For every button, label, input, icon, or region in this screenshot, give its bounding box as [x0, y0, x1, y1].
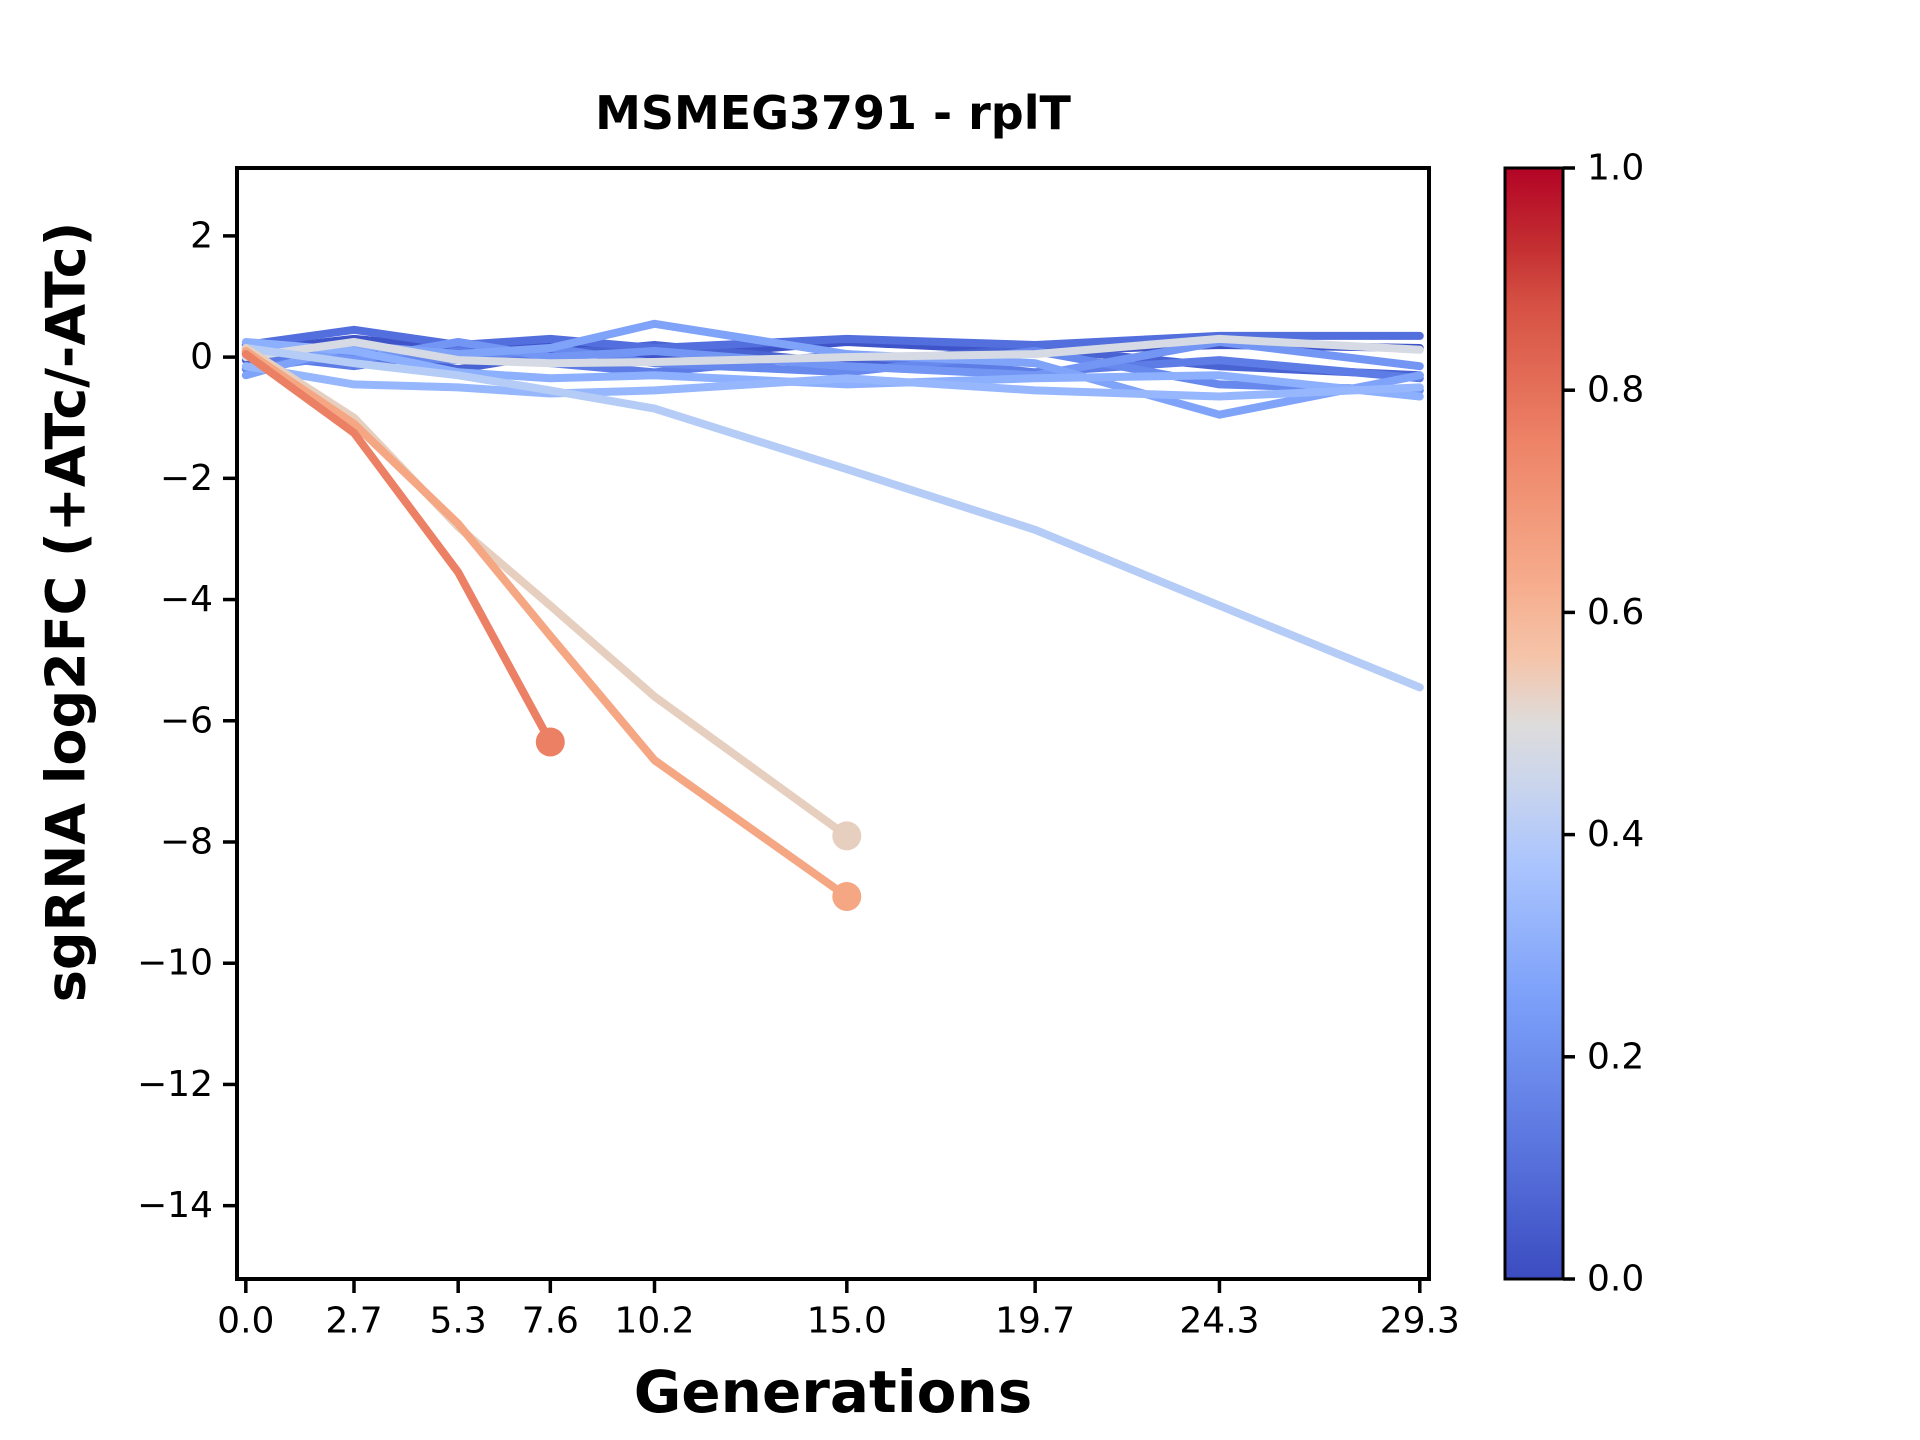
y-tick-label: −4: [160, 579, 213, 620]
series-line-sgRNA-red-depleted: [241, 350, 555, 746]
y-tick-label: −6: [160, 700, 213, 741]
series-line-sgRNA-blue-8: [241, 338, 1424, 401]
colorbar-tick-label: 0.2: [1587, 1036, 1644, 1077]
y-axis-label: sgRNA log2FC (+ATc/-ATc): [34, 221, 98, 1003]
x-tick-label: 0.0: [217, 1301, 274, 1342]
series-group: [241, 319, 1424, 911]
y-tick-label: −12: [137, 1064, 213, 1105]
colorbar-tick-label: 0.0: [1587, 1259, 1644, 1300]
chart-title: MSMEG3791 - rplT: [595, 86, 1071, 140]
y-tick-label: −14: [137, 1185, 213, 1226]
x-tick-label: 5.3: [430, 1301, 487, 1342]
series-endpoint-sgRNA-beige-depleted: [832, 821, 862, 851]
axes-frame: [235, 166, 1431, 1281]
y-tick-label: −2: [160, 458, 213, 499]
colorbar-tick-label: 1.0: [1587, 148, 1644, 189]
x-axis-label: Generations: [633, 1358, 1033, 1426]
series-endpoint-sgRNA-salmon-depleted: [832, 882, 862, 911]
x-tick-label: 19.7: [995, 1301, 1075, 1342]
y-tick-label: −8: [160, 821, 213, 862]
y-tick-label: −10: [137, 943, 213, 984]
y-tick-label: 0: [190, 337, 213, 378]
x-tick-label: 15.0: [807, 1301, 887, 1342]
y-tick-label: 2: [190, 215, 213, 256]
x-tick-label: 2.7: [325, 1301, 382, 1342]
x-tick-label: 29.3: [1380, 1301, 1460, 1342]
series-line-sgRNA-beige-depleted: [241, 344, 851, 840]
x-tick-label: 7.6: [522, 1301, 579, 1342]
series-line-sgRNA-declining: [241, 344, 1424, 692]
colorbar-tick-label: 0.6: [1587, 592, 1644, 633]
colorbar-tick-label: 0.8: [1587, 370, 1644, 411]
colorbar-tick-label: 0.4: [1587, 814, 1644, 855]
x-tick-label: 24.3: [1179, 1301, 1259, 1342]
series-line-sgRNA-salmon-depleted: [241, 347, 851, 901]
x-tick-label: 10.2: [614, 1301, 694, 1342]
series-line-sgRNA-gray: [241, 334, 1424, 368]
colorbar: [1503, 166, 1565, 1281]
series-endpoint-sgRNA-red-depleted: [535, 727, 565, 757]
series-line-sgRNA-blue-9: [241, 362, 1424, 401]
